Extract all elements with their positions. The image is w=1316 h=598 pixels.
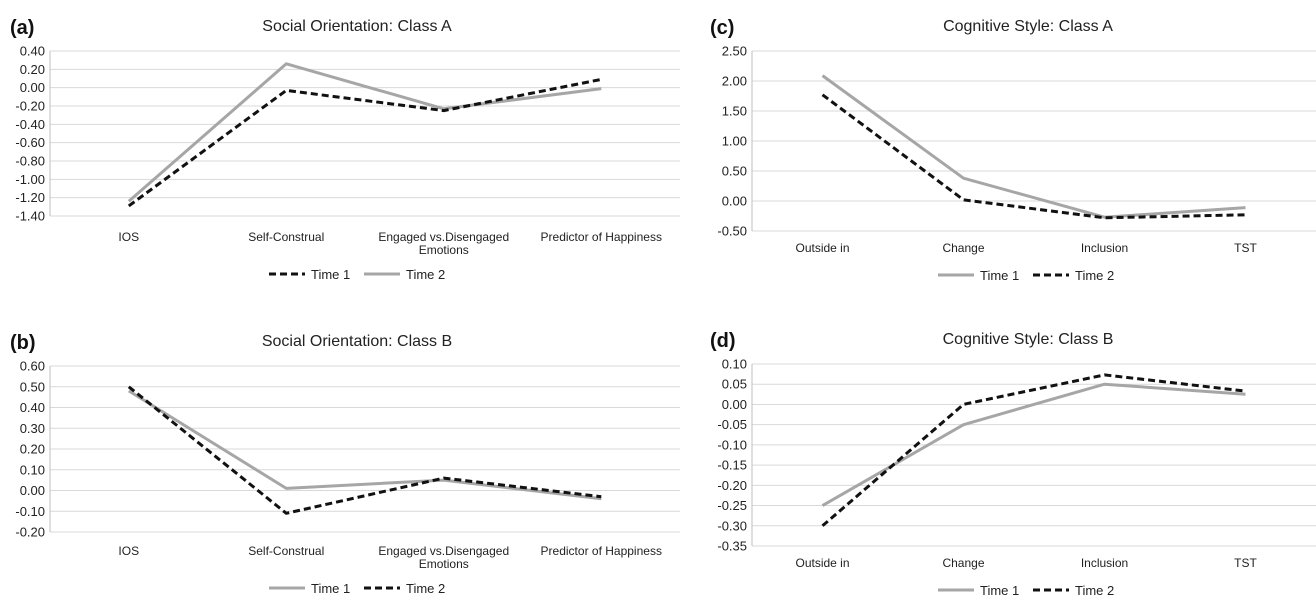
x-category-label: Inclusion (1081, 556, 1128, 570)
y-tick-label: -1.40 (15, 209, 45, 224)
y-tick-label: 0.00 (722, 194, 747, 209)
y-tick-label: 0.50 (20, 379, 45, 394)
y-tick-label: -0.25 (717, 498, 747, 513)
panel-a: (a) Social Orientation: Class A 0.40 0.20 0.… (10, 17, 680, 282)
legend-label: Time 2 (1075, 583, 1114, 598)
x-category-label: Engaged vs.Disengaged Emotions (378, 544, 509, 571)
y-tick-label: 0.05 (722, 377, 747, 392)
y-tick-label: 2.00 (722, 74, 747, 89)
y-tick-label: -0.20 (15, 99, 45, 114)
y-tick-label: 0.60 (20, 359, 45, 374)
chart-title: Cognitive Style: Class B (943, 331, 1114, 348)
y-tick-label: -0.60 (15, 135, 45, 150)
y-tick-label: -0.15 (717, 458, 747, 473)
legend-item: Time 1 (938, 268, 1019, 283)
series-line-time-1 (127, 77, 602, 208)
y-tick-label: -0.30 (717, 518, 747, 533)
y-tick-label: -0.10 (717, 437, 747, 452)
y-tick-label: -0.20 (15, 525, 45, 540)
y-tick-label: -0.10 (15, 504, 45, 519)
panel-label: (a) (10, 17, 34, 39)
y-tick-label: -0.05 (717, 417, 747, 432)
series-line-time-2 (127, 62, 602, 203)
legend-item: Time 2 (364, 581, 445, 596)
legend-item: Time 1 (269, 581, 350, 596)
y-tick-label: 0.10 (20, 462, 45, 477)
x-category-label: Inclusion (1081, 241, 1128, 255)
x-category-label: Predictor of Happiness (541, 544, 662, 558)
x-category-label: IOS (118, 544, 139, 558)
panel-label: (d) (710, 330, 736, 352)
y-tick-label: 0.20 (20, 442, 45, 457)
series-line-time-1 (821, 74, 1246, 219)
legend-item: Time 2 (1033, 268, 1114, 283)
y-tick-label: -0.20 (717, 478, 747, 493)
y-tick-label: -0.80 (15, 154, 45, 169)
y-tick-label: 0.10 (722, 357, 747, 372)
x-category-label: Change (942, 556, 984, 570)
y-tick-label: -0.50 (717, 224, 747, 239)
chart-title: Cognitive Style: Class A (943, 18, 1113, 35)
legend-label: Time 1 (980, 583, 1019, 598)
x-category-label: Outside in (795, 556, 849, 570)
legend-label: Time 1 (311, 581, 350, 596)
y-tick-label: -0.40 (15, 117, 45, 132)
y-tick-label: 0.00 (20, 483, 45, 498)
chart-title: Social Orientation: Class B (262, 333, 452, 350)
x-category-label: TST (1234, 556, 1257, 570)
x-category-label: TST (1234, 241, 1257, 255)
x-category-label: Change (942, 241, 984, 255)
legend-label: Time 1 (311, 267, 350, 282)
y-tick-label: -0.35 (717, 539, 747, 554)
series-line-time-2 (821, 93, 1246, 220)
legend-label: Time 2 (406, 581, 445, 596)
x-category-label: Engaged vs.Disengaged Emotions (378, 230, 509, 257)
panel-b: (b) Social Orientation: Class B 0.60 0.50 0.… (10, 332, 680, 596)
series-line-time-2 (127, 385, 602, 515)
x-category-label: Self-Construal (248, 230, 324, 244)
panel-label: (c) (710, 17, 734, 39)
y-tick-label: 0.30 (20, 421, 45, 436)
legend-item: Time 1 (269, 267, 350, 282)
panel-c: (c) Cognitive Style: Class A 2.50 2.00 1.50 1… (710, 17, 1316, 283)
x-category-label: Self-Construal (248, 544, 324, 558)
y-tick-label: 0.20 (20, 62, 45, 77)
y-tick-label: -1.00 (15, 172, 45, 187)
y-tick-label: 2.50 (722, 44, 747, 59)
y-tick-label: 0.40 (20, 44, 45, 59)
y-tick-label: 0.00 (20, 80, 45, 95)
y-tick-label: 0.00 (722, 397, 747, 412)
panel-label: (b) (10, 332, 36, 354)
y-tick-label: 0.50 (722, 164, 747, 179)
y-tick-label: 0.40 (20, 400, 45, 415)
legend-label: Time 2 (406, 267, 445, 282)
legend-item: Time 2 (1033, 583, 1114, 598)
y-tick-label: -1.20 (15, 190, 45, 205)
panel-d: (d) Cognitive Style: Class B 0.10 0.05 0.00 -… (710, 330, 1316, 598)
legend-item: Time 2 (364, 267, 445, 282)
x-category-label: Predictor of Happiness (541, 230, 662, 244)
legend-item: Time 1 (938, 583, 1019, 598)
x-category-label: IOS (118, 230, 139, 244)
series-line-time-1 (128, 389, 602, 501)
legend-label: Time 1 (980, 268, 1019, 283)
legend-label: Time 2 (1075, 268, 1114, 283)
chart-title: Social Orientation: Class A (262, 18, 452, 35)
series-line-time-2 (821, 373, 1246, 527)
y-tick-label: 1.50 (722, 104, 747, 119)
x-category-label: Outside in (795, 241, 849, 255)
y-tick-label: 1.00 (722, 134, 747, 149)
